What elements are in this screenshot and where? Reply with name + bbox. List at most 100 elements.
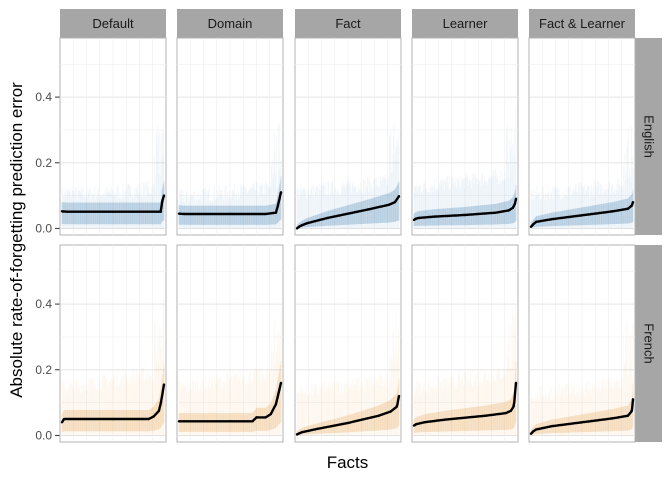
data-point xyxy=(433,215,436,218)
data-point xyxy=(276,204,280,207)
data-point xyxy=(111,417,115,421)
data-point xyxy=(300,430,304,434)
data-point xyxy=(631,398,635,401)
data-point xyxy=(157,409,161,413)
data-point xyxy=(531,223,535,226)
x-axis-title: Facts xyxy=(327,453,369,472)
data-point xyxy=(162,194,166,197)
data-point xyxy=(626,207,630,210)
data-point xyxy=(269,412,272,416)
row-strip-french xyxy=(634,245,662,442)
data-point xyxy=(111,210,115,213)
data-point xyxy=(463,213,467,217)
panel-french-fact xyxy=(294,244,402,443)
row-strip-english xyxy=(634,38,662,235)
data-point xyxy=(251,420,254,423)
data-point xyxy=(389,410,393,413)
y-tick-label: 0.2 xyxy=(35,156,52,170)
data-point xyxy=(147,417,150,421)
data-point xyxy=(423,421,426,424)
y-tick-label: 0.2 xyxy=(35,363,52,377)
data-point xyxy=(65,210,69,213)
y-axis-title: Absolute rate-of-forgetting prediction e… xyxy=(7,82,26,398)
data-point xyxy=(514,197,518,201)
data-point xyxy=(529,225,533,228)
data-point xyxy=(152,415,155,418)
strip-domain xyxy=(177,9,283,38)
data-point xyxy=(631,200,635,204)
strip-label-learner: Learner xyxy=(443,16,488,31)
data-point xyxy=(531,430,535,433)
data-point xyxy=(295,227,299,230)
strip-fact xyxy=(295,9,401,38)
strip-label-default: Default xyxy=(92,16,134,31)
data-point xyxy=(60,210,64,213)
data-point xyxy=(580,421,584,424)
row-strip-label-english: English xyxy=(642,115,657,158)
data-point xyxy=(177,212,181,215)
strip-default xyxy=(60,9,166,38)
data-point xyxy=(412,218,416,222)
data-point xyxy=(511,206,515,209)
data-point xyxy=(182,420,186,423)
data-point xyxy=(297,432,301,435)
data-point xyxy=(504,411,507,415)
data-point xyxy=(300,223,304,227)
data-point xyxy=(463,416,467,419)
data-point xyxy=(346,421,350,425)
data-point xyxy=(297,225,301,228)
data-point xyxy=(512,404,516,408)
data-point xyxy=(630,409,634,413)
data-point xyxy=(279,381,283,385)
data-point xyxy=(177,420,181,423)
data-point xyxy=(414,423,418,426)
data-point xyxy=(509,409,513,413)
data-point xyxy=(507,209,511,212)
data-point xyxy=(494,211,497,214)
data-point xyxy=(393,200,397,204)
data-point xyxy=(550,218,553,221)
data-point xyxy=(397,394,401,398)
data-point xyxy=(417,216,421,220)
data-point xyxy=(264,416,267,419)
data-point xyxy=(269,212,272,215)
row-strip-label-french: French xyxy=(642,323,657,363)
y-tick-label: 0.0 xyxy=(35,221,52,235)
data-point xyxy=(414,217,418,220)
panel-french-fact-and-learner xyxy=(528,244,636,443)
y-tick-label: 0.0 xyxy=(35,428,52,442)
data-point xyxy=(274,403,278,406)
strip-label-fact: Fact xyxy=(335,16,361,31)
panel-french-default xyxy=(59,244,167,443)
data-point xyxy=(626,414,630,417)
data-point xyxy=(326,216,329,220)
data-point xyxy=(611,417,614,420)
data-point xyxy=(159,210,163,213)
panel-english-domain xyxy=(176,37,284,236)
y-tick-label: 0.4 xyxy=(35,297,52,311)
data-point xyxy=(306,221,309,225)
data-point xyxy=(162,383,166,386)
strip-label-fact-and-learner: Fact & Learner xyxy=(539,16,626,31)
data-point xyxy=(60,421,64,424)
data-point xyxy=(182,212,186,216)
data-point xyxy=(295,433,299,436)
data-point xyxy=(412,424,416,427)
strip-label-domain: Domain xyxy=(208,16,253,31)
data-point xyxy=(484,414,487,417)
data-point xyxy=(228,212,232,216)
data-point xyxy=(160,200,164,204)
data-point xyxy=(367,208,370,211)
data-point xyxy=(279,191,283,194)
strip-learner xyxy=(412,9,518,38)
data-point xyxy=(228,420,232,423)
data-point xyxy=(346,212,350,215)
data-point xyxy=(611,210,614,213)
data-point xyxy=(387,203,390,206)
data-point xyxy=(550,425,553,428)
data-point xyxy=(443,418,446,421)
data-point xyxy=(397,195,401,198)
data-point xyxy=(513,202,517,206)
data-point xyxy=(534,220,538,224)
data-point xyxy=(534,428,538,431)
